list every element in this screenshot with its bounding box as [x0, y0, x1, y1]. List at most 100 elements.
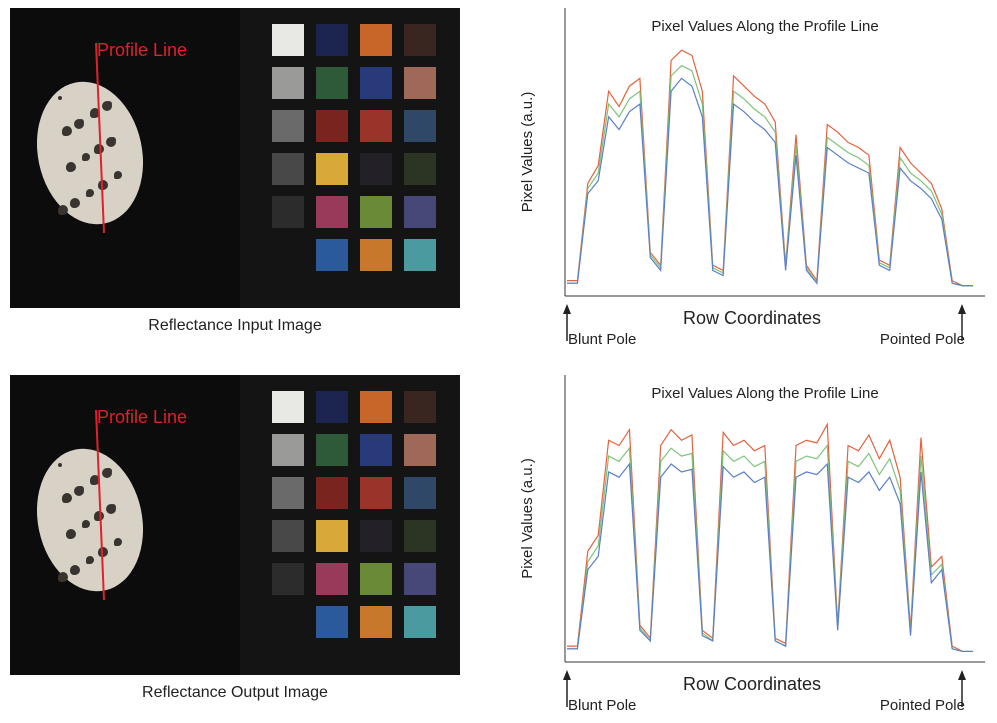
profile-label: Profile Line [97, 40, 187, 60]
egg-spot [86, 556, 94, 564]
chart-title: Pixel Values Along the Profile Line [651, 385, 878, 402]
profile-label: Profile Line [97, 407, 187, 427]
egg-spot [90, 108, 100, 118]
pole-label: Blunt Pole [568, 697, 636, 714]
egg-spot [102, 182, 106, 186]
egg-spot [106, 101, 112, 107]
color-patch [404, 196, 436, 228]
color-patch [316, 434, 348, 466]
color-patch [272, 196, 304, 228]
egg-spot [82, 153, 90, 161]
color-patch [360, 196, 392, 228]
egg-spot [82, 520, 90, 528]
color-patch [316, 563, 348, 595]
color-patch [316, 110, 348, 142]
color-patch [272, 563, 304, 595]
color-patch [360, 606, 392, 638]
color-patch [404, 153, 436, 185]
x-axis-label: Row Coordinates [683, 308, 821, 328]
color-patch [272, 391, 304, 423]
color-patch [404, 110, 436, 142]
egg [36, 81, 144, 225]
color-patch [404, 391, 436, 423]
egg-spot [74, 567, 78, 571]
color-patch [404, 67, 436, 99]
color-patch [404, 477, 436, 509]
color-patch [272, 477, 304, 509]
arrow-head [563, 304, 571, 314]
color-patch [404, 606, 436, 638]
image-caption: Reflectance Input Image [148, 317, 322, 334]
color-patch [360, 239, 392, 271]
egg-spot [106, 468, 112, 474]
color-patch [360, 434, 392, 466]
egg-spot [114, 171, 122, 179]
profile-series [567, 49, 973, 287]
color-patch [404, 434, 436, 466]
color-patch [316, 196, 348, 228]
arrow-head [958, 304, 966, 314]
color-patch [272, 153, 304, 185]
color-patch [404, 563, 436, 595]
profile-line [95, 409, 105, 601]
pole-label: Pointed Pole [880, 331, 965, 348]
egg-spot [74, 200, 78, 204]
color-patch [316, 67, 348, 99]
color-patch [404, 239, 436, 271]
egg-spot [90, 475, 100, 485]
egg-spot [58, 572, 68, 582]
profile-line [95, 42, 105, 234]
profile-series [567, 77, 973, 287]
color-patch [404, 520, 436, 552]
color-patch [316, 391, 348, 423]
egg-spot [86, 189, 94, 197]
color-patch [360, 520, 392, 552]
egg [36, 448, 144, 592]
color-patch [316, 153, 348, 185]
color-patch [360, 67, 392, 99]
profile-series [567, 64, 973, 287]
egg-spot [114, 538, 122, 546]
profile-series [567, 443, 973, 653]
y-axis-label: Pixel Values (a.u.) [519, 458, 536, 579]
color-patch [360, 24, 392, 56]
color-patch [360, 391, 392, 423]
color-patch [316, 24, 348, 56]
color-patch [272, 67, 304, 99]
egg-spot [78, 119, 84, 125]
arrow-head [563, 670, 571, 680]
color-patch [360, 477, 392, 509]
y-axis-label: Pixel Values (a.u.) [519, 92, 536, 213]
color-patch [272, 434, 304, 466]
egg-spot [94, 511, 104, 521]
color-patch [316, 606, 348, 638]
color-patch [316, 239, 348, 271]
color-patch [360, 153, 392, 185]
chart-title: Pixel Values Along the Profile Line [651, 18, 878, 35]
image-caption: Reflectance Output Image [142, 684, 328, 701]
profile-series [567, 462, 973, 653]
x-axis-label: Row Coordinates [683, 674, 821, 694]
egg-spot [102, 549, 106, 553]
pole-label: Pointed Pole [880, 697, 965, 714]
arrow-head [958, 670, 966, 680]
color-patch [272, 520, 304, 552]
egg-spot [62, 126, 72, 136]
egg-spot [110, 137, 116, 143]
color-patch [316, 520, 348, 552]
egg-spot [58, 205, 68, 215]
color-patch [272, 110, 304, 142]
egg-spot [78, 486, 84, 492]
color-patch [360, 110, 392, 142]
color-patch [316, 477, 348, 509]
color-patch [272, 24, 304, 56]
egg-spot [94, 144, 104, 154]
color-patch [272, 239, 304, 271]
color-patch [360, 563, 392, 595]
egg-spot [58, 463, 62, 467]
egg-spot [62, 493, 72, 503]
egg-spot [110, 504, 116, 510]
egg-spot [58, 96, 62, 100]
pole-label: Blunt Pole [568, 331, 636, 348]
